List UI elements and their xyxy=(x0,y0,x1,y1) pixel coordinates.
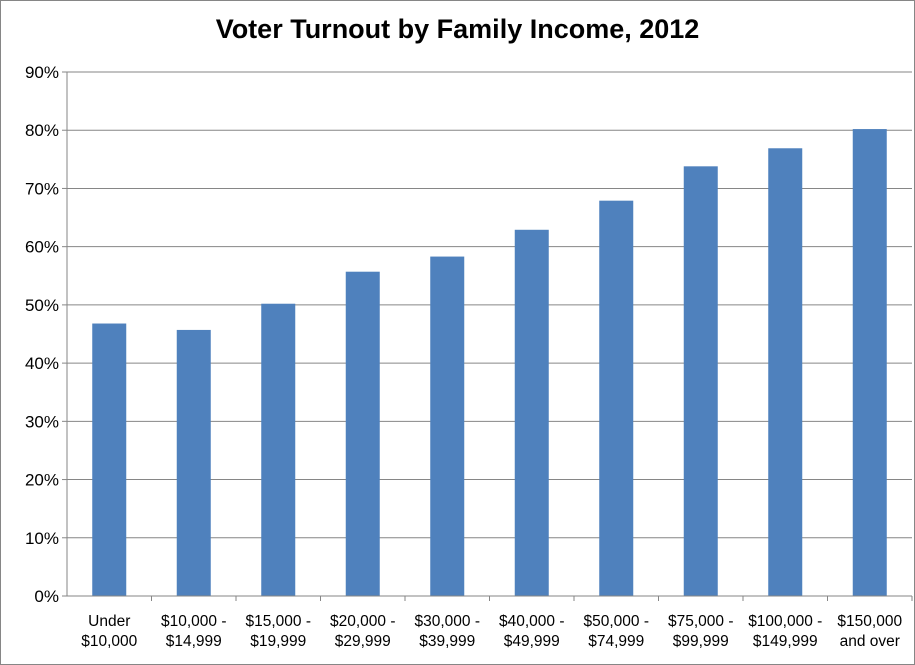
y-tick-label: 20% xyxy=(25,471,59,490)
x-tick-label: $10,000 xyxy=(81,633,137,650)
x-tick-label: $99,999 xyxy=(673,633,729,650)
x-tick-label: $100,000 - xyxy=(748,613,822,630)
y-tick-label: 60% xyxy=(25,238,59,257)
y-tick-label: 80% xyxy=(25,121,59,140)
chart-title: Voter Turnout by Family Income, 2012 xyxy=(215,14,700,44)
bar xyxy=(261,303,296,596)
y-tick-label: 30% xyxy=(25,412,59,431)
x-tick-label: $39,999 xyxy=(419,633,475,650)
bar xyxy=(514,229,549,596)
x-tick-label: $19,999 xyxy=(250,633,306,650)
x-tick-label: and over xyxy=(840,633,900,650)
y-tick-label: 50% xyxy=(25,296,59,315)
x-tick-label: $15,000 - xyxy=(246,613,312,630)
x-tick-label: $75,000 - xyxy=(668,613,734,630)
bar xyxy=(176,329,211,596)
y-tick-label: 40% xyxy=(25,354,59,373)
y-tick-label: 90% xyxy=(25,63,59,82)
x-tick-label: $50,000 - xyxy=(584,613,650,630)
x-tick-label: $30,000 - xyxy=(415,613,481,630)
bar xyxy=(345,271,380,596)
x-tick-label: $29,999 xyxy=(335,633,391,650)
bar xyxy=(430,256,465,596)
x-tick-label: $14,999 xyxy=(166,633,222,650)
x-tick-label: $49,999 xyxy=(504,633,560,650)
x-tick-label: $149,999 xyxy=(753,633,818,650)
x-tick-label: $20,000 - xyxy=(330,613,396,630)
y-tick-label: 0% xyxy=(34,587,59,606)
y-tick-label: 10% xyxy=(25,529,59,548)
bar xyxy=(852,129,887,596)
bar xyxy=(92,323,127,596)
bar xyxy=(683,166,718,596)
x-tick-label: Under xyxy=(88,613,130,630)
x-tick-label: $40,000 - xyxy=(499,613,565,630)
y-tick-label: 70% xyxy=(25,179,59,198)
x-tick-label: $74,999 xyxy=(588,633,644,650)
bar xyxy=(768,148,803,596)
x-tick-label: $150,000 xyxy=(837,613,902,630)
bar xyxy=(599,200,634,596)
x-tick-label: $10,000 - xyxy=(161,613,227,630)
